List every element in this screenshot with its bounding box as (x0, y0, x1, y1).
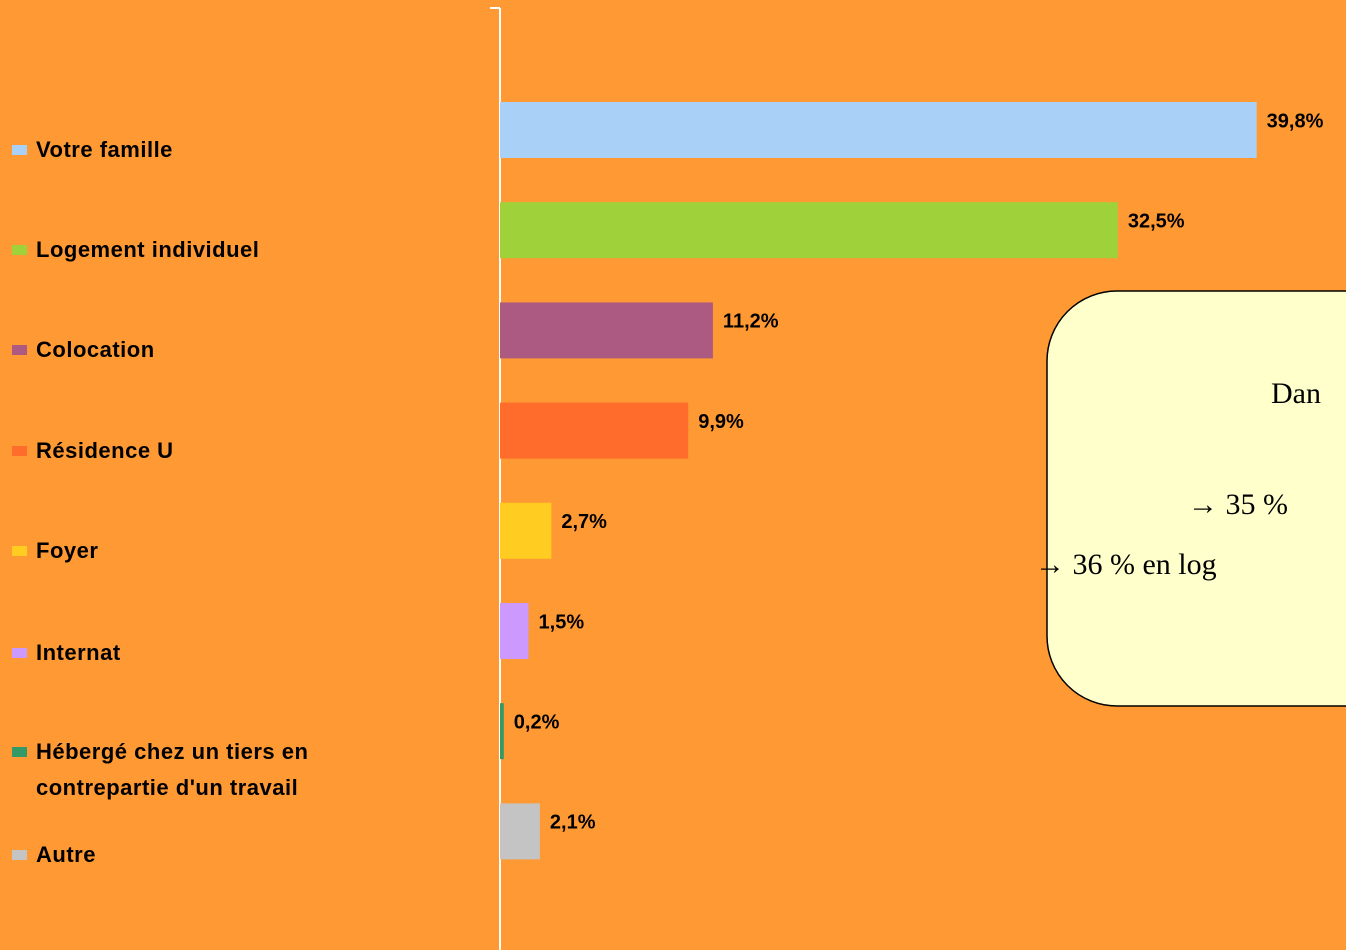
legend-label: Logement individuel (36, 237, 260, 262)
value-label: 11,2% (723, 311, 779, 333)
value-label: 1,5% (539, 611, 585, 633)
legend-label: Hébergé chez un tiers en contrepartie d'… (36, 739, 309, 800)
legend-label: Foyer (36, 538, 99, 563)
annotation-text: → 36 % en log (1035, 548, 1217, 581)
legend-item: Hébergé chez un tiers en contrepartie d'… (12, 734, 396, 806)
annotation-text: → 35 % (1188, 488, 1288, 521)
legend-item: Votre famille (12, 132, 173, 168)
legend-swatch (12, 245, 27, 255)
legend-item: Colocation (12, 332, 155, 368)
bar (500, 402, 689, 459)
bar (500, 302, 713, 359)
legend-label: Colocation (36, 337, 155, 362)
legend-swatch (12, 145, 27, 155)
bar (500, 703, 504, 760)
value-label: 32,5% (1128, 210, 1185, 232)
legend-item: Foyer (12, 533, 98, 569)
legend-swatch (12, 747, 27, 757)
value-label: 0,2% (514, 711, 560, 733)
legend-item: Internat (12, 635, 121, 671)
value-label: 2,1% (550, 812, 596, 834)
bar (500, 102, 1257, 158)
value-label: 9,9% (698, 411, 744, 433)
legend-swatch (12, 648, 27, 658)
bar (500, 803, 540, 860)
legend-label: Votre famille (36, 137, 173, 162)
bar (500, 202, 1118, 259)
legend-swatch (12, 850, 27, 860)
value-label: 2,7% (561, 511, 607, 533)
legend-swatch (12, 546, 27, 556)
annotation-text: Dan (1271, 377, 1321, 410)
annotation-box (1046, 290, 1346, 707)
legend-swatch (12, 446, 27, 456)
value-label: 39,8% (1267, 110, 1324, 132)
bar (500, 502, 552, 559)
bar (500, 603, 529, 659)
legend-item: Logement individuel (12, 232, 259, 268)
legend-label: Autre (36, 842, 96, 867)
legend-swatch (12, 345, 27, 355)
legend-label: Internat (36, 640, 121, 665)
legend-label: Résidence U (36, 438, 174, 463)
legend-item: Autre (12, 837, 96, 873)
legend-item: Résidence U (12, 433, 174, 469)
